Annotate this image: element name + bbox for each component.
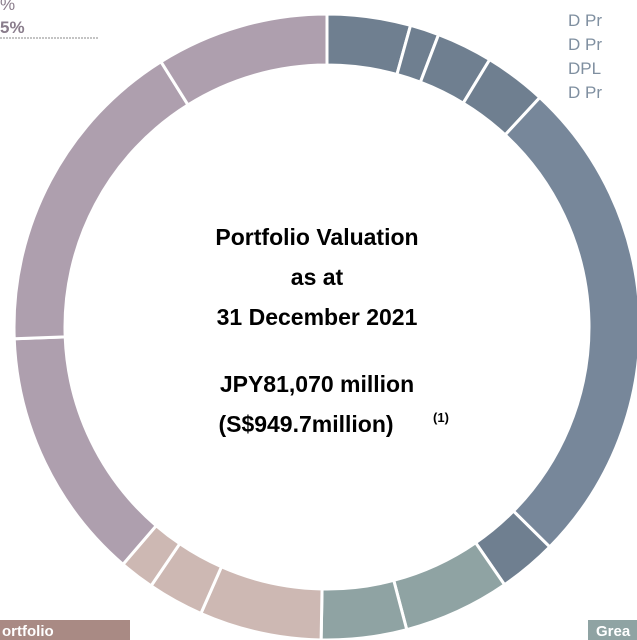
- center-text: JPY81,070 million: [220, 371, 414, 397]
- tab: [588, 620, 637, 640]
- tab: [0, 620, 130, 640]
- legend-item: 5%: [0, 18, 25, 37]
- center-text: Portfolio Valuation: [215, 224, 418, 250]
- legend-item: D Pr: [568, 11, 602, 30]
- legend-item: DPL: [568, 59, 601, 78]
- donut-segment: [12, 59, 191, 341]
- donut-segment: [503, 95, 637, 550]
- donut-segment: [198, 564, 324, 640]
- donut-segment: [12, 335, 159, 567]
- center-superscript: (1): [433, 410, 449, 425]
- center-text: 31 December 2021: [217, 304, 418, 330]
- tab-label: Grea: [596, 623, 631, 640]
- tab-label: ortfolio: [2, 623, 54, 640]
- legend-item: %: [0, 0, 15, 14]
- donut-segment: [158, 12, 329, 107]
- legend-item: D Pr: [568, 83, 602, 102]
- center-text: as at: [291, 264, 344, 290]
- donut-segment: [319, 578, 409, 640]
- legend-item: D Pr: [568, 35, 602, 54]
- center-text: (S$949.7million): [218, 411, 393, 437]
